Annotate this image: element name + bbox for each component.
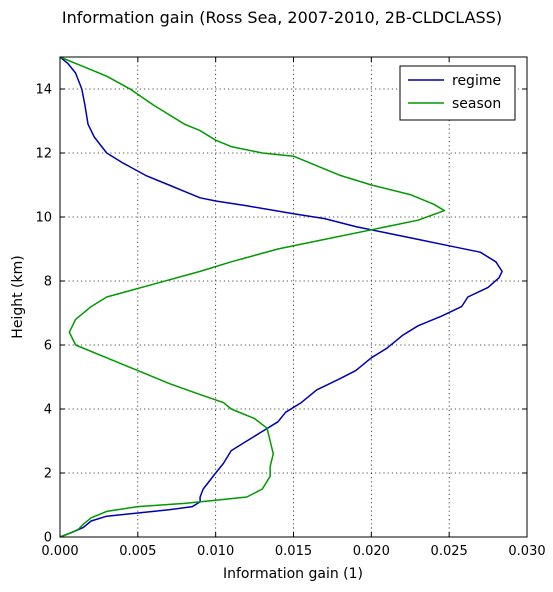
- y-tick-label: 4: [44, 403, 52, 418]
- y-tick-label: 0: [44, 531, 52, 546]
- x-tick-label: 0.010: [197, 544, 234, 559]
- legend: regime season: [399, 65, 516, 121]
- y-tick-label: 12: [35, 147, 52, 162]
- y-tick-label: 14: [35, 83, 52, 98]
- y-tick-label: 6: [44, 339, 52, 354]
- x-tick-label: 0.020: [353, 544, 390, 559]
- y-tick-label: 2: [44, 467, 52, 482]
- chart-title: Information gain (Ross Sea, 2007-2010, 2…: [62, 8, 502, 27]
- x-tick-label: 0.015: [275, 544, 312, 559]
- x-tick-label: 0.025: [431, 544, 468, 559]
- legend-label-season: season: [452, 96, 501, 112]
- legend-box: [399, 65, 516, 121]
- legend-label-regime: regime: [452, 73, 501, 89]
- y-axis-label: Height (km): [10, 255, 26, 338]
- x-tick-label: 0.005: [119, 544, 156, 559]
- tick-layer: 0.000 0.005 0.010 0.015 0.020 0.025 0.030 0 2 4 6 8…: [35, 57, 546, 559]
- x-tick-label: 0.030: [508, 544, 545, 559]
- series-line-regime: [59, 56, 503, 538]
- y-tick-label: 10: [35, 211, 52, 226]
- x-tick-label: 0.000: [41, 544, 78, 559]
- series-layer: [59, 56, 503, 538]
- series-line-season: [59, 56, 446, 538]
- grid-lines: [60, 57, 527, 537]
- x-axis-label: Information gain (1): [223, 566, 363, 582]
- y-tick-label: 8: [44, 275, 52, 290]
